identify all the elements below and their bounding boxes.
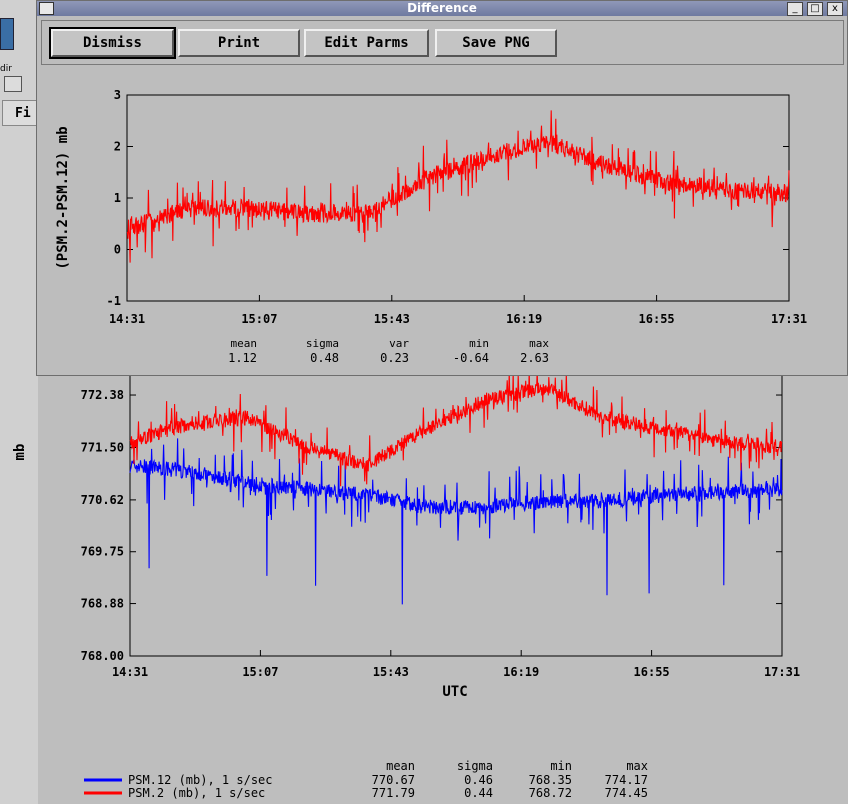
difference-stats-value: 1.12 xyxy=(228,351,257,365)
difference-y-tick-label: 2 xyxy=(114,140,121,154)
difference-series-line xyxy=(126,110,790,263)
pressure-stats-header: max xyxy=(626,759,648,773)
difference-stats-header: sigma xyxy=(306,337,339,350)
dialog-toolbar: Dismiss Print Edit Parms Save PNG xyxy=(41,20,844,65)
pressure-y-tick-label: 770.62 xyxy=(81,493,124,507)
difference-stats-header: min xyxy=(469,337,489,350)
pressure-plot-ticks: 768.00 768.88 769.75 770.62 771.50 772.38 14:3… xyxy=(81,388,800,679)
legend-series-name: PSM.2 (mb), 1 s/sec xyxy=(128,786,265,800)
difference-y-tick-label: 1 xyxy=(114,191,121,205)
pressure-stats-legend: mean sigma min max PSM.12 (mb), 1 s/sec 770.6… xyxy=(84,759,648,800)
pressure-x-tick-label: 14:31 xyxy=(112,665,148,679)
pressure-series-line xyxy=(129,438,783,605)
pressure-y-tick-label: 771.50 xyxy=(81,440,124,454)
difference-x-tick-label: 15:43 xyxy=(374,312,410,326)
legend-stat-value: 0.44 xyxy=(464,786,493,800)
legend-stat-value: 774.17 xyxy=(605,773,648,787)
difference-y-axis-label: (PSM.2-PSM.12) mb xyxy=(55,126,71,269)
dialog-titlebar[interactable]: Difference _ □ x xyxy=(37,1,847,16)
pressure-plot-traces xyxy=(129,369,783,605)
legend-stat-value: 774.45 xyxy=(605,786,648,800)
pressure-stats-header: mean xyxy=(386,759,415,773)
difference-stats-value: 0.48 xyxy=(310,351,339,365)
pressure-y-tick-label: 768.00 xyxy=(81,649,124,663)
print-button[interactable]: Print xyxy=(178,29,300,57)
difference-y-tick-label: -1 xyxy=(107,294,121,308)
difference-x-tick-label: 17:31 xyxy=(771,312,807,326)
difference-stats-value: 2.63 xyxy=(520,351,549,365)
difference-x-tick-label: 14:31 xyxy=(109,312,145,326)
legend-stat-value: 0.46 xyxy=(464,773,493,787)
pressure-y-tick-label: 769.75 xyxy=(81,545,124,559)
difference-x-tick-label: 16:55 xyxy=(639,312,675,326)
background-window-menu-button[interactable] xyxy=(4,76,22,92)
difference-y-tick-label: 0 xyxy=(114,243,121,257)
pressure-stats-header: min xyxy=(550,759,572,773)
difference-x-tick-label: 15:07 xyxy=(241,312,277,326)
pressure-series-line xyxy=(129,369,783,487)
pressure-x-tick-label: 17:31 xyxy=(764,665,800,679)
edit-parms-button[interactable]: Edit Parms xyxy=(304,29,429,57)
difference-plot-trace xyxy=(126,110,790,263)
legend-stat-value: 770.67 xyxy=(372,773,415,787)
legend-stat-value: 768.72 xyxy=(529,786,572,800)
difference-stats: mean sigma var min max 1.12 0.48 0.23 -0.64 2.63 xyxy=(228,337,549,365)
close-icon[interactable]: x xyxy=(827,2,843,16)
difference-stats-header: max xyxy=(529,337,549,350)
pressure-y-axis-label: mb xyxy=(12,444,28,461)
save-png-button[interactable]: Save PNG xyxy=(435,29,557,57)
pressure-y-tick-label: 772.38 xyxy=(81,388,124,402)
pressure-x-tick-label: 16:19 xyxy=(503,665,539,679)
pressure-x-tick-label: 15:07 xyxy=(242,665,278,679)
dismiss-button[interactable]: Dismiss xyxy=(49,27,176,59)
difference-stats-value: -0.64 xyxy=(453,351,489,365)
minimize-icon[interactable]: _ xyxy=(787,2,803,16)
difference-dialog: Difference _ □ x Dismiss Print Edit Parm… xyxy=(36,0,848,376)
window-menu-icon[interactable] xyxy=(39,2,54,15)
difference-x-tick-label: 16:19 xyxy=(506,312,542,326)
pressure-x-axis-label: UTC xyxy=(442,684,467,700)
pressure-x-tick-label: 16:55 xyxy=(634,665,670,679)
legend-stat-value: 768.35 xyxy=(529,773,572,787)
desktop-strip: dir Fi xyxy=(0,0,42,804)
difference-stats-value: 0.23 xyxy=(380,351,409,365)
maximize-icon[interactable]: □ xyxy=(807,2,823,16)
pressure-x-tick-label: 15:43 xyxy=(373,665,409,679)
computer-icon[interactable] xyxy=(0,18,14,50)
difference-y-tick-label: 3 xyxy=(114,88,121,102)
difference-plot: -1 0 1 2 3 14:31 15:07 15:43 16:19 16:55 17:31 (PS… xyxy=(55,88,807,365)
difference-stats-header: mean xyxy=(231,337,258,350)
difference-plot-frame xyxy=(126,94,790,302)
pressure-y-tick-label: 768.88 xyxy=(81,597,124,611)
legend-stat-value: 771.79 xyxy=(372,786,415,800)
legend-series-name: PSM.12 (mb), 1 s/sec xyxy=(128,773,273,787)
dialog-title: Difference xyxy=(407,1,477,15)
desktop-icon-label: dir xyxy=(0,64,12,74)
difference-stats-header: var xyxy=(389,337,409,350)
pressure-stats-header: sigma xyxy=(457,759,493,773)
